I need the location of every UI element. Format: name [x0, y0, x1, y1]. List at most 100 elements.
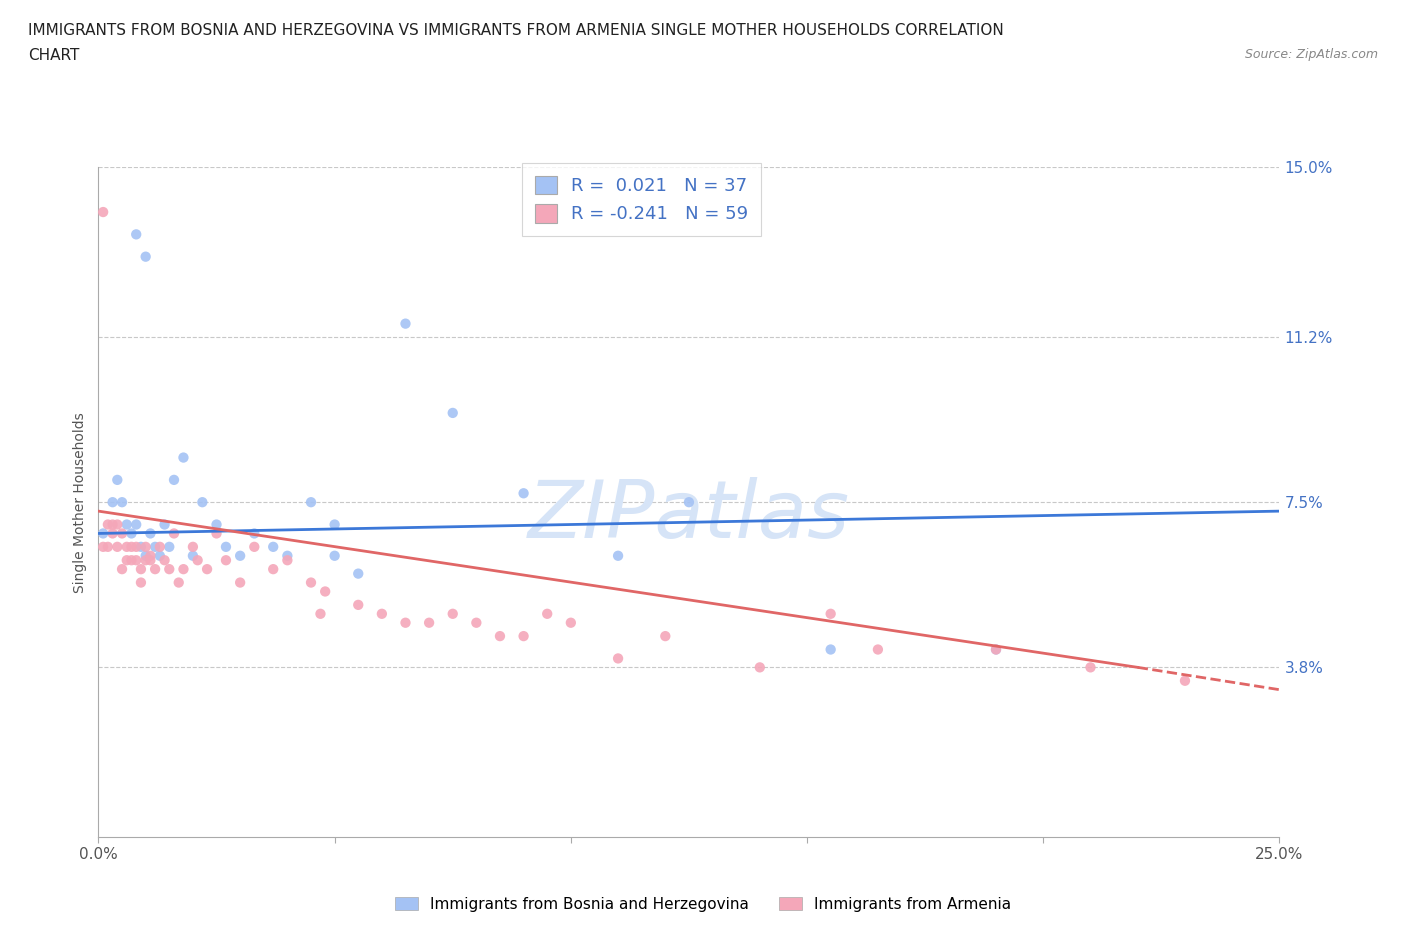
Point	[97, 517, 120, 532]
Point	[143, 539, 166, 554]
Point	[149, 549, 172, 564]
Point	[157, 562, 180, 577]
Point	[101, 526, 124, 541]
Point	[91, 205, 114, 219]
Point	[820, 642, 842, 657]
Point	[371, 606, 394, 621]
Point	[153, 552, 176, 567]
Point	[441, 606, 464, 621]
Point	[1174, 673, 1197, 688]
Point	[536, 606, 558, 621]
Point	[243, 539, 266, 554]
Point	[607, 651, 630, 666]
Point	[121, 539, 143, 554]
Point	[314, 584, 336, 599]
Point	[129, 575, 152, 590]
Point	[135, 539, 157, 554]
Point	[125, 517, 148, 532]
Point	[181, 539, 204, 554]
Point	[607, 549, 630, 564]
Point	[512, 485, 534, 500]
Point	[394, 316, 416, 331]
Point	[215, 539, 238, 554]
Point	[465, 616, 488, 631]
Text: Source: ZipAtlas.com: Source: ZipAtlas.com	[1244, 48, 1378, 61]
Point	[115, 552, 138, 567]
Point	[91, 526, 114, 541]
Point	[111, 526, 134, 541]
Point	[276, 549, 298, 564]
Point	[139, 526, 162, 541]
Point	[111, 495, 134, 510]
Point	[153, 517, 176, 532]
Y-axis label: Single Mother Households: Single Mother Households	[73, 412, 87, 592]
Point	[748, 660, 770, 675]
Point	[129, 562, 152, 577]
Legend: Immigrants from Bosnia and Herzegovina, Immigrants from Armenia: Immigrants from Bosnia and Herzegovina, …	[388, 890, 1018, 918]
Point	[262, 562, 284, 577]
Point	[125, 539, 148, 554]
Point	[149, 539, 172, 554]
Point	[97, 539, 120, 554]
Point	[243, 526, 266, 541]
Point	[135, 549, 157, 564]
Point	[101, 517, 124, 532]
Point	[441, 405, 464, 420]
Point	[143, 562, 166, 577]
Point	[866, 642, 889, 657]
Point	[678, 495, 700, 510]
Point	[139, 552, 162, 567]
Point	[111, 562, 134, 577]
Point	[489, 629, 512, 644]
Point	[105, 472, 128, 487]
Point	[157, 539, 180, 554]
Point	[121, 526, 143, 541]
Point	[215, 552, 238, 567]
Point	[195, 562, 218, 577]
Point	[276, 552, 298, 567]
Point	[101, 495, 124, 510]
Point	[205, 526, 228, 541]
Point	[984, 642, 1007, 657]
Point	[125, 552, 148, 567]
Point	[121, 552, 143, 567]
Point	[115, 517, 138, 532]
Point	[512, 629, 534, 644]
Point	[139, 549, 162, 564]
Point	[347, 566, 370, 581]
Point	[309, 606, 332, 621]
Text: CHART: CHART	[28, 48, 80, 63]
Point	[205, 517, 228, 532]
Point	[394, 616, 416, 631]
Point	[984, 642, 1007, 657]
Point	[115, 539, 138, 554]
Point	[323, 517, 346, 532]
Point	[262, 539, 284, 554]
Point	[172, 562, 194, 577]
Point	[91, 539, 114, 554]
Point	[181, 549, 204, 564]
Text: ZIPatlas: ZIPatlas	[527, 476, 851, 554]
Point	[135, 249, 157, 264]
Text: IMMIGRANTS FROM BOSNIA AND HERZEGOVINA VS IMMIGRANTS FROM ARMENIA SINGLE MOTHER : IMMIGRANTS FROM BOSNIA AND HERZEGOVINA V…	[28, 23, 1004, 38]
Point	[1080, 660, 1102, 675]
Point	[167, 575, 190, 590]
Point	[229, 575, 252, 590]
Point	[135, 552, 157, 567]
Point	[299, 575, 322, 590]
Point	[163, 472, 186, 487]
Point	[654, 629, 676, 644]
Point	[299, 495, 322, 510]
Point	[323, 549, 346, 564]
Point	[129, 539, 152, 554]
Point	[820, 606, 842, 621]
Point	[418, 616, 440, 631]
Point	[229, 549, 252, 564]
Point	[105, 517, 128, 532]
Point	[560, 616, 582, 631]
Point	[163, 526, 186, 541]
Point	[125, 227, 148, 242]
Legend: R =  0.021   N = 37, R = -0.241   N = 59: R = 0.021 N = 37, R = -0.241 N = 59	[523, 163, 761, 236]
Point	[347, 597, 370, 612]
Point	[172, 450, 194, 465]
